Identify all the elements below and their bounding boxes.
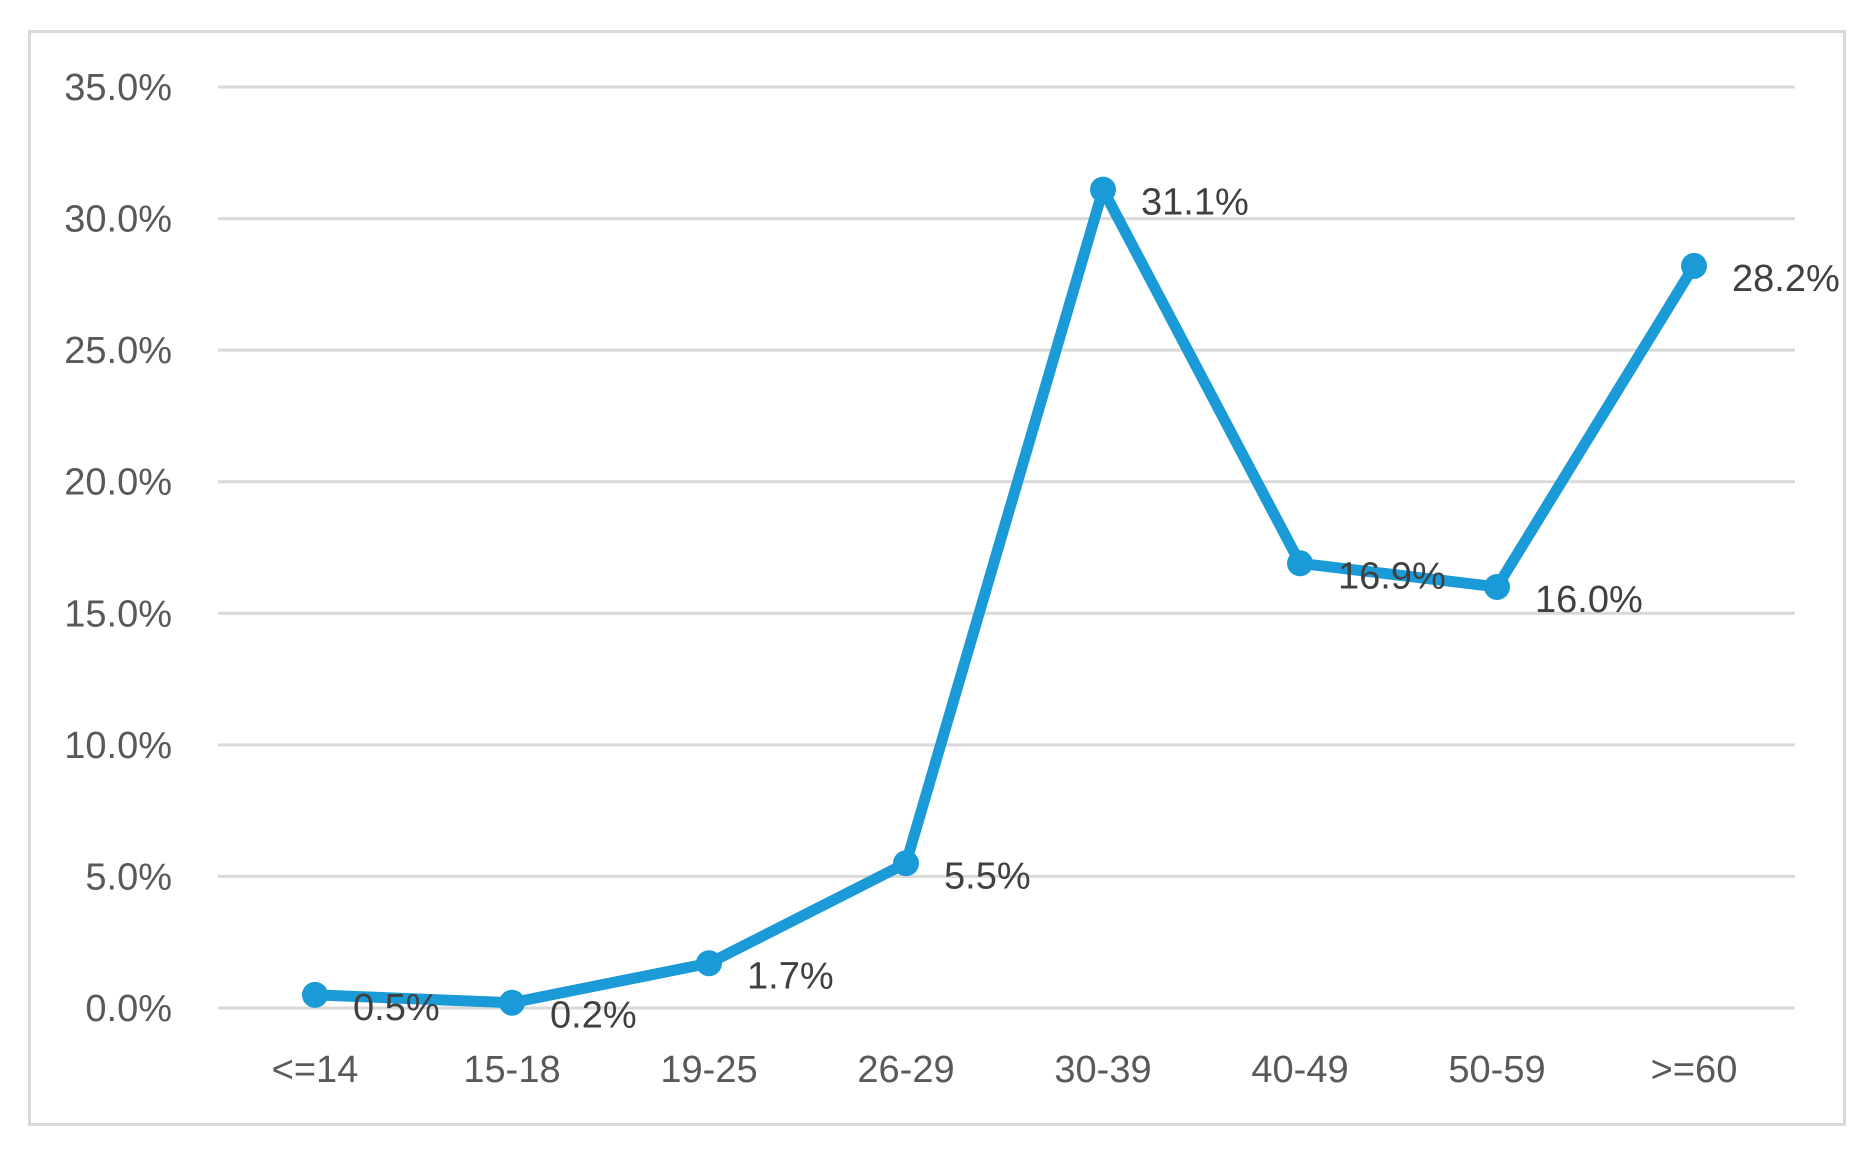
y-tick-label: 0.0% xyxy=(85,988,172,1030)
data-points xyxy=(302,176,1707,1016)
y-tick-label: 30.0% xyxy=(64,199,172,241)
data-label: 5.5% xyxy=(944,855,1031,897)
data-label: 1.7% xyxy=(747,955,834,997)
data-point xyxy=(1090,176,1116,203)
x-tick-label: 26-29 xyxy=(857,1049,954,1091)
series-line xyxy=(309,184,1700,1009)
data-label: 31.1% xyxy=(1141,182,1249,224)
y-tick-label: 10.0% xyxy=(64,725,172,767)
data-point xyxy=(1287,550,1313,577)
y-tick-label: 25.0% xyxy=(64,330,172,372)
x-tick-label: 40-49 xyxy=(1251,1049,1348,1091)
data-labels: 0.5% 0.2% 1.7% 5.5% 31.1% 16.9% 16.0% 28.2% xyxy=(353,182,1840,1037)
data-point xyxy=(499,989,525,1016)
y-tick-label: 35.0% xyxy=(64,67,172,109)
x-tick-label: 19-25 xyxy=(660,1049,757,1091)
gridlines xyxy=(218,85,1795,1010)
x-axis-ticks: <=14 15-18 19-25 26-29 30-39 40-49 50-59 >=60 xyxy=(272,1049,1738,1091)
x-tick-label: 30-39 xyxy=(1054,1049,1151,1091)
data-label: 16.0% xyxy=(1535,579,1643,621)
x-tick-label: 50-59 xyxy=(1448,1049,1545,1091)
data-label: 28.2% xyxy=(1732,258,1840,300)
chart-frame xyxy=(28,30,1846,1126)
data-point xyxy=(1681,252,1707,279)
x-tick-label: >=60 xyxy=(1651,1049,1738,1091)
x-tick-label: 15-18 xyxy=(463,1049,560,1091)
data-label: 16.9% xyxy=(1338,555,1446,597)
series-line-layer xyxy=(309,184,1700,1009)
y-tick-label: 5.0% xyxy=(85,856,172,898)
y-axis-ticks: 0.0% 5.0% 10.0% 15.0% 20.0% 25.0% 30.0% 35.0% xyxy=(64,67,172,1030)
data-label: 0.2% xyxy=(550,995,637,1037)
x-tick-label: <=14 xyxy=(272,1049,359,1091)
y-tick-label: 15.0% xyxy=(64,593,172,635)
y-tick-label: 20.0% xyxy=(64,462,172,504)
data-point xyxy=(696,950,722,977)
data-point xyxy=(302,981,328,1008)
data-label: 0.5% xyxy=(353,987,440,1029)
data-point xyxy=(1484,573,1510,600)
data-point xyxy=(893,850,919,877)
